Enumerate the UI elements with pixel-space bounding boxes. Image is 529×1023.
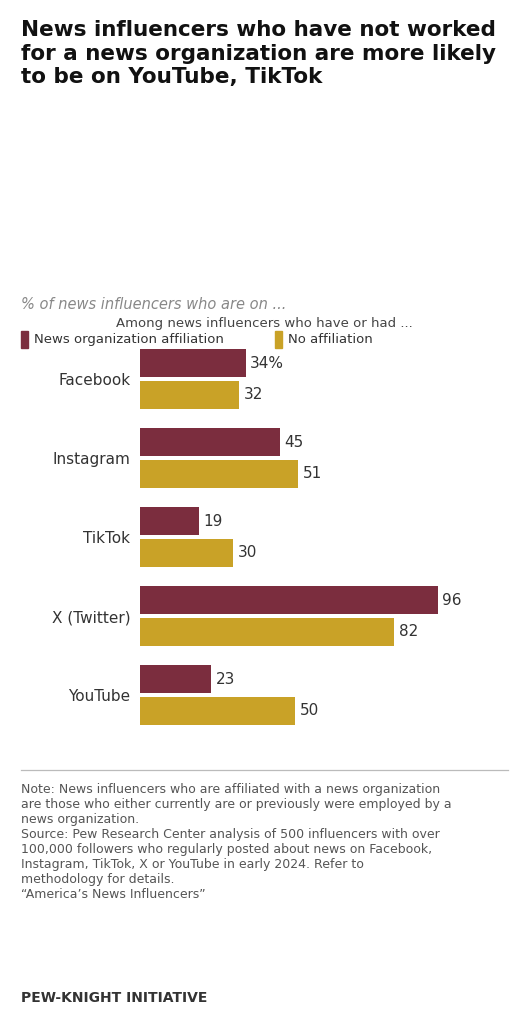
Text: 19: 19 — [204, 514, 223, 529]
Text: % of news influencers who are on ...: % of news influencers who are on ... — [21, 297, 287, 312]
Text: 30: 30 — [238, 545, 257, 561]
Text: 23: 23 — [216, 672, 235, 686]
Bar — [140, 429, 280, 456]
Bar — [140, 539, 233, 567]
Bar — [140, 665, 212, 693]
Text: News organization affiliation: News organization affiliation — [34, 333, 224, 346]
Bar — [140, 618, 394, 646]
Bar — [140, 586, 437, 614]
Text: 51: 51 — [303, 466, 322, 482]
Text: 96: 96 — [442, 592, 462, 608]
Bar — [140, 350, 245, 377]
Bar — [140, 697, 295, 724]
Text: News influencers who have not worked
for a news organization are more likely
to : News influencers who have not worked for… — [21, 20, 496, 87]
Text: 50: 50 — [300, 704, 319, 718]
Bar — [140, 507, 199, 535]
Text: 82: 82 — [399, 624, 418, 639]
Text: PEW-KNIGHT INITIATIVE: PEW-KNIGHT INITIATIVE — [21, 990, 207, 1005]
Text: Note: News influencers who are affiliated with a news organization
are those who: Note: News influencers who are affiliate… — [21, 783, 452, 900]
Text: 45: 45 — [284, 435, 304, 450]
Text: 32: 32 — [244, 388, 263, 402]
Text: No affiliation: No affiliation — [288, 333, 373, 346]
Bar — [140, 382, 239, 409]
Text: 34%: 34% — [250, 356, 284, 370]
Bar — [140, 460, 298, 488]
Text: Among news influencers who have or had ...: Among news influencers who have or had .… — [116, 317, 413, 330]
